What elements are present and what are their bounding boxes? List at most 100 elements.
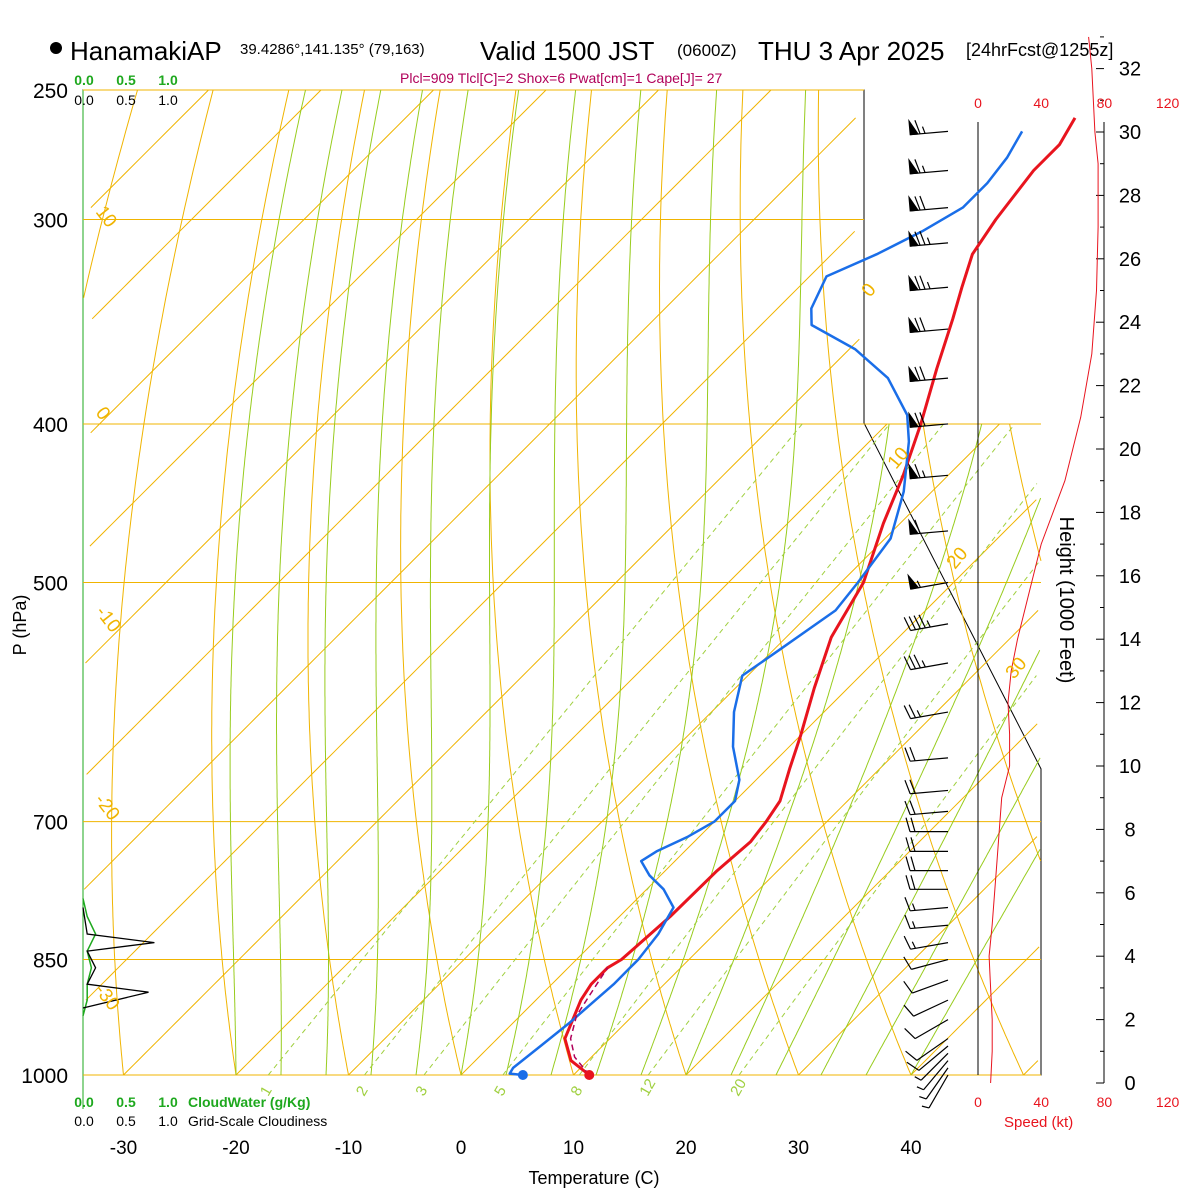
dry-adiabat-line <box>83 89 138 299</box>
station-dot-icon <box>50 42 62 54</box>
moist-adiabat-line <box>324 89 382 1076</box>
stability-indices: Plcl=909 Tlcl[C]=2 Shox=6 Pwat[cm]=1 Cap… <box>400 70 723 86</box>
cloudiness-tick-label-top: 0.5 <box>116 92 136 108</box>
height-tick-label: 2 <box>1124 1010 1135 1032</box>
isotherm-label: 30 <box>1002 654 1032 684</box>
isotherm-line <box>85 230 856 1001</box>
y-axis-title: P (hPa) <box>10 595 30 656</box>
dry-adiabat-line <box>1009 423 1042 562</box>
isotherm-line <box>89 89 547 547</box>
dry-adiabat-line <box>211 89 290 1076</box>
pressure-tick-label: 700 <box>33 812 68 835</box>
moist-adiabat-line <box>595 89 718 1076</box>
wind-barb-full <box>904 914 911 929</box>
wind-barb-full <box>906 1061 920 1071</box>
wind-barb <box>905 837 948 852</box>
wind-barb <box>903 614 949 632</box>
wind-barb-staff <box>914 1019 949 1040</box>
wind-barb-staff <box>923 1060 949 1091</box>
cloud-water-tick-label: 0.5 <box>116 1094 136 1110</box>
isotherm-line <box>86 89 772 775</box>
isotherm-line <box>90 89 209 208</box>
wind-barb-staff <box>910 662 949 671</box>
wind-barb-full <box>904 779 911 794</box>
wind-barb <box>905 856 948 872</box>
wind-barb-full <box>904 1028 916 1040</box>
wind-barb <box>906 1045 949 1071</box>
valid-utc: (0600Z) <box>677 41 737 60</box>
wind-speed-line <box>988 36 1099 1084</box>
cloudiness-line <box>82 907 155 1009</box>
speed-tick-label-bottom: 0 <box>974 1094 982 1110</box>
wind-barb-staff <box>910 810 949 816</box>
moist-adiabat-line <box>550 89 642 1076</box>
wind-barb-half <box>926 237 931 245</box>
valid-time: Valid 1500 JST <box>480 36 655 66</box>
wind-barb <box>905 1038 949 1061</box>
wind-barb-half <box>921 1105 930 1109</box>
mixing-ratio-line <box>738 675 1037 1076</box>
wind-barb-full <box>910 817 916 832</box>
wind-barb-half <box>926 281 931 290</box>
wind-barb-half <box>921 470 926 478</box>
forecast-info: [24hrFcst@1255z] <box>966 40 1113 60</box>
wind-barb <box>904 914 949 930</box>
temperature-tick-label: -20 <box>222 1138 249 1159</box>
wind-barb-full <box>910 856 916 871</box>
wind-barb-half <box>921 660 926 668</box>
mixing-ratio-label: 5 <box>491 1083 510 1099</box>
wind-barb-full <box>914 317 921 332</box>
cloud-water-tick-label-top: 0.5 <box>116 72 136 88</box>
wind-barb-flag <box>908 462 920 480</box>
isotherm-line <box>348 423 1000 1076</box>
wind-barb-staff <box>928 1074 949 1109</box>
wind-barb-full <box>905 817 911 832</box>
cloud-water-tick-label: 1.0 <box>158 1094 178 1110</box>
speed-label: Speed (kt) <box>1004 1114 1073 1131</box>
wind-barb <box>904 897 949 912</box>
wind-barb-full <box>914 196 921 211</box>
wind-barb-half <box>919 1096 927 1100</box>
mixing-ratio-line <box>502 423 1016 1076</box>
wind-barb <box>903 979 949 994</box>
cloud-water-tick-label-top: 0.0 <box>74 72 94 88</box>
isotherm-label: 20 <box>943 544 973 574</box>
cloudiness-tick-label-top: 0.0 <box>74 92 94 108</box>
height-tick-label: 10 <box>1119 756 1141 778</box>
wind-barb-full <box>910 875 916 890</box>
wind-barb-half <box>916 1086 924 1091</box>
moist-adiabat-line <box>460 89 520 1076</box>
wind-barb <box>921 1074 949 1109</box>
wind-barb <box>908 365 949 383</box>
moist-adiabat-line <box>370 89 423 1076</box>
mixing-ratio-label: 2 <box>353 1083 372 1099</box>
wind-barb-full <box>905 856 911 871</box>
wind-barb-flag <box>907 573 920 590</box>
isotherm-line <box>85 89 659 664</box>
mixing-ratio-line <box>647 560 1041 1076</box>
temperature-line <box>563 117 1077 1077</box>
wind-barb <box>903 935 949 950</box>
wind-barb-half <box>914 1076 922 1081</box>
dry-adiabat-line <box>739 89 912 1076</box>
wind-barb-staff <box>910 789 949 795</box>
speed-tick-label-top: 80 <box>1097 95 1113 111</box>
height-tick-label: 4 <box>1124 946 1135 968</box>
mixing-ratio-line <box>267 423 803 1076</box>
wind-barb-staff <box>910 757 949 762</box>
wind-barb <box>908 316 949 333</box>
wind-barb-full <box>914 275 921 290</box>
wind-barb-flag <box>908 274 920 292</box>
height-tick-label: 26 <box>1119 249 1141 271</box>
wind-barb-full <box>919 275 926 290</box>
isotherm-line <box>91 89 322 320</box>
wind-barb-full <box>905 1050 918 1061</box>
mixing-ratio-label: 8 <box>567 1083 586 1099</box>
temperature-tick-label: 0 <box>456 1138 467 1159</box>
wind-barb-full <box>914 463 921 478</box>
speed-tick-label-top: 40 <box>1033 95 1049 111</box>
wind-barb-half <box>926 620 931 628</box>
wind-barb-staff <box>916 1038 949 1061</box>
speed-tick-label-bottom: 80 <box>1097 1094 1113 1110</box>
